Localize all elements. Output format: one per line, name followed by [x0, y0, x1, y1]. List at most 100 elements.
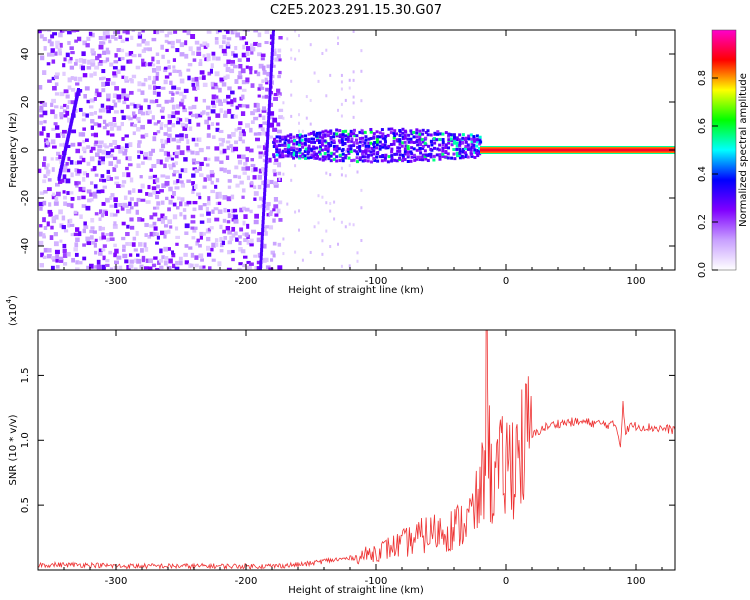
heatmap-echo-cell: [321, 136, 325, 140]
heatmap-noise-cell: [278, 218, 283, 222]
heatmap-noise-cell: [262, 70, 267, 75]
heatmap-noise-cell: [63, 103, 67, 108]
heatmap-noise-cell: [121, 221, 126, 226]
heatmap-echo-cell: [361, 159, 365, 163]
heatmap-noise-cell: [215, 127, 220, 132]
heatmap-noise-cell: [340, 166, 343, 170]
heatmap-echo-cell: [478, 135, 482, 139]
heatmap-noise-cell: [237, 126, 242, 131]
heatmap-noise-cell: [211, 258, 216, 262]
heatmap-noise-cell: [225, 74, 230, 79]
heatmap-noise-cell: [62, 30, 68, 32]
heatmap-noise-cell: [62, 71, 66, 76]
heatmap-noise-cell: [50, 157, 54, 161]
heatmap-noise-cell: [125, 52, 131, 57]
heatmap-noise-cell: [118, 149, 124, 154]
heatmap-noise-cell: [151, 164, 157, 168]
heatmap-echo-cell: [376, 159, 380, 163]
heatmap-noise-cell: [42, 200, 47, 206]
heatmap-noise-cell: [49, 235, 54, 240]
heatmap-noise-cell: [340, 102, 343, 106]
heatmap-echo-cell: [406, 145, 410, 149]
heatmap-echo-cell: [421, 158, 425, 162]
heatmap-echo-cell: [300, 142, 304, 146]
heatmap-noise-cell: [42, 217, 46, 223]
heatmap-echo-cell: [341, 156, 345, 160]
heatmap-noise-cell: [70, 87, 76, 92]
heatmap-noise-cell: [273, 51, 277, 57]
heatmap-noise-cell: [262, 243, 267, 249]
heatmap-echo-cell: [443, 155, 447, 159]
heatmap-noise-cell: [50, 109, 55, 115]
heatmap-noise-cell: [136, 103, 141, 109]
heatmap-noise-cell: [67, 156, 71, 161]
heatmap-echo-cell: [321, 158, 325, 162]
heatmap-noise-cell: [58, 32, 63, 38]
heatmap-noise-cell: [214, 238, 219, 243]
heatmap-echo-cell: [303, 149, 307, 153]
heatmap-echo-cell: [403, 152, 407, 156]
heatmap-noise-cell: [114, 53, 118, 58]
heatmap-noise-cell: [112, 93, 117, 98]
heatmap-echo-cell: [344, 129, 348, 133]
heatmap-noise-cell: [190, 214, 196, 219]
heatmap-noise-cell: [148, 192, 153, 197]
heatmap-noise-cell: [192, 58, 197, 62]
heatmap-noise-cell: [133, 267, 138, 270]
heatmap-noise-cell: [81, 112, 86, 117]
heatmap-noise-cell: [117, 97, 121, 103]
heatmap-noise-cell: [192, 200, 198, 205]
heatmap-noise-cell: [176, 69, 182, 74]
heatmap-noise-cell: [92, 166, 97, 171]
heatmap-echo-cell: [332, 157, 336, 161]
heatmap-echo-cell: [479, 140, 483, 144]
heatmap-noise-cell: [260, 53, 266, 58]
heatmap-noise-cell: [225, 44, 231, 49]
heatmap-noise-cell: [348, 222, 351, 226]
heatmap-noise-cell: [198, 205, 203, 211]
heatmap-noise-cell: [172, 69, 177, 73]
heatmap-noise-cell: [42, 179, 47, 184]
heatmap-y-axis-label: Frequency (Hz): [8, 112, 19, 188]
heatmap-streak-2-cell: [259, 256, 263, 260]
heatmap-echo-cell: [360, 129, 364, 133]
heatmap-echo-cell: [398, 149, 402, 153]
heatmap-noise-cell: [114, 164, 119, 168]
heatmap-noise-cell: [159, 148, 164, 152]
heatmap-noise-cell: [46, 163, 50, 167]
heatmap-noise-cell: [344, 144, 347, 148]
heatmap-noise-cell: [39, 100, 45, 105]
heatmap-echo-cell: [329, 135, 333, 139]
heatmap-noise-cell: [106, 151, 111, 156]
heatmap-y-tick-label: 40: [20, 48, 31, 61]
heatmap-noise-cell: [227, 108, 232, 114]
heatmap-noise-cell: [139, 105, 143, 110]
heatmap-noise-cell: [240, 111, 246, 116]
heatmap-noise-cell: [272, 64, 276, 68]
heatmap-noise-cell: [113, 60, 119, 64]
heatmap-echo-cell: [419, 151, 423, 155]
heatmap-noise-cell: [58, 154, 62, 160]
heatmap-echo-cell: [410, 155, 414, 159]
heatmap-noise-cell: [233, 174, 238, 179]
heatmap-streak-2-cell: [265, 156, 269, 160]
heatmap-noise-cell: [262, 121, 268, 125]
heatmap-streak-2-cell: [271, 40, 275, 44]
heatmap-echo-cell: [438, 138, 442, 142]
heatmap-noise-cell: [155, 190, 161, 194]
heatmap-echo-cell: [476, 154, 480, 158]
heatmap-echo-cell: [393, 134, 397, 138]
heatmap-noise-cell: [258, 113, 262, 118]
heatmap-noise-cell: [152, 212, 158, 217]
heatmap-echo-cell: [429, 155, 433, 159]
heatmap-noise-cell: [73, 61, 78, 66]
heatmap-echo-cell: [436, 132, 440, 136]
heatmap-noise-cell: [317, 194, 320, 198]
heatmap-noise-cell: [78, 231, 82, 237]
heatmap-noise-cell: [81, 189, 86, 193]
heatmap-noise-cell: [294, 250, 297, 254]
heatmap-noise-cell: [175, 134, 180, 138]
heatmap-noise-cell: [101, 149, 107, 155]
heatmap-noise-cell: [179, 118, 183, 122]
heatmap-noise-cell: [238, 136, 243, 142]
